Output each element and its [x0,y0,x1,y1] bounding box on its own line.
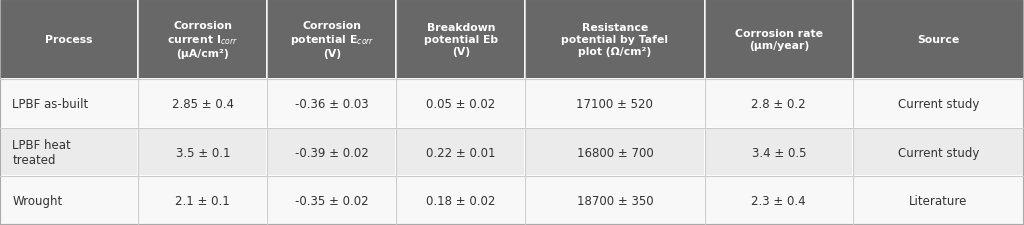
Bar [396,128,525,177]
Bar [853,177,1024,225]
Bar [396,80,525,128]
Bar [267,0,396,80]
Text: Current study: Current study [898,98,979,110]
Text: -0.36 ± 0.03: -0.36 ± 0.03 [295,98,369,110]
Bar [267,80,396,128]
Bar [138,0,267,80]
Bar [705,128,853,177]
Text: LPBF as-built: LPBF as-built [12,98,88,110]
Text: -0.35 ± 0.02: -0.35 ± 0.02 [295,194,369,207]
Bar [853,80,1024,128]
Text: 18700 ± 350: 18700 ± 350 [577,194,653,207]
Bar [138,177,267,225]
Text: 17100 ± 520: 17100 ± 520 [577,98,653,110]
Bar [0,80,138,128]
Text: -0.39 ± 0.02: -0.39 ± 0.02 [295,146,369,159]
Text: Resistance
potential by Tafel
plot (Ω/cm²): Resistance potential by Tafel plot (Ω/cm… [561,23,669,57]
Bar [705,0,853,80]
Text: Corrosion
current I$_{corr}$
(μA/cm²): Corrosion current I$_{corr}$ (μA/cm²) [167,21,239,59]
Bar [0,128,138,177]
Bar [705,80,853,128]
Bar [0,177,138,225]
Text: LPBF heat
treated: LPBF heat treated [12,138,71,167]
Text: 2.8 ± 0.2: 2.8 ± 0.2 [752,98,806,110]
Text: 0.05 ± 0.02: 0.05 ± 0.02 [426,98,496,110]
Text: 0.18 ± 0.02: 0.18 ± 0.02 [426,194,496,207]
Bar [525,177,705,225]
Bar [525,0,705,80]
Text: 3.4 ± 0.5: 3.4 ± 0.5 [752,146,806,159]
Text: Corrosion rate
(μm/year): Corrosion rate (μm/year) [735,29,822,51]
Bar [525,80,705,128]
Text: Process: Process [45,35,93,45]
Text: Corrosion
potential E$_{corr}$
(V): Corrosion potential E$_{corr}$ (V) [290,21,374,59]
Bar [525,128,705,177]
Bar [396,0,525,80]
Bar [267,128,396,177]
Text: 2.3 ± 0.4: 2.3 ± 0.4 [752,194,806,207]
Text: Source: Source [918,35,959,45]
Text: 0.22 ± 0.01: 0.22 ± 0.01 [426,146,496,159]
Text: Current study: Current study [898,146,979,159]
Bar [138,80,267,128]
Bar [853,0,1024,80]
Text: 2.85 ± 0.4: 2.85 ± 0.4 [172,98,233,110]
Text: 3.5 ± 0.1: 3.5 ± 0.1 [175,146,230,159]
Bar [705,177,853,225]
Text: 2.1 ± 0.1: 2.1 ± 0.1 [175,194,230,207]
Text: Breakdown
potential Eb
(V): Breakdown potential Eb (V) [424,23,498,57]
Text: Wrought: Wrought [12,194,62,207]
Bar [396,177,525,225]
Bar [267,177,396,225]
Text: 16800 ± 700: 16800 ± 700 [577,146,653,159]
Bar [0,0,138,80]
Text: Literature: Literature [909,194,968,207]
Bar [138,128,267,177]
Bar [853,128,1024,177]
